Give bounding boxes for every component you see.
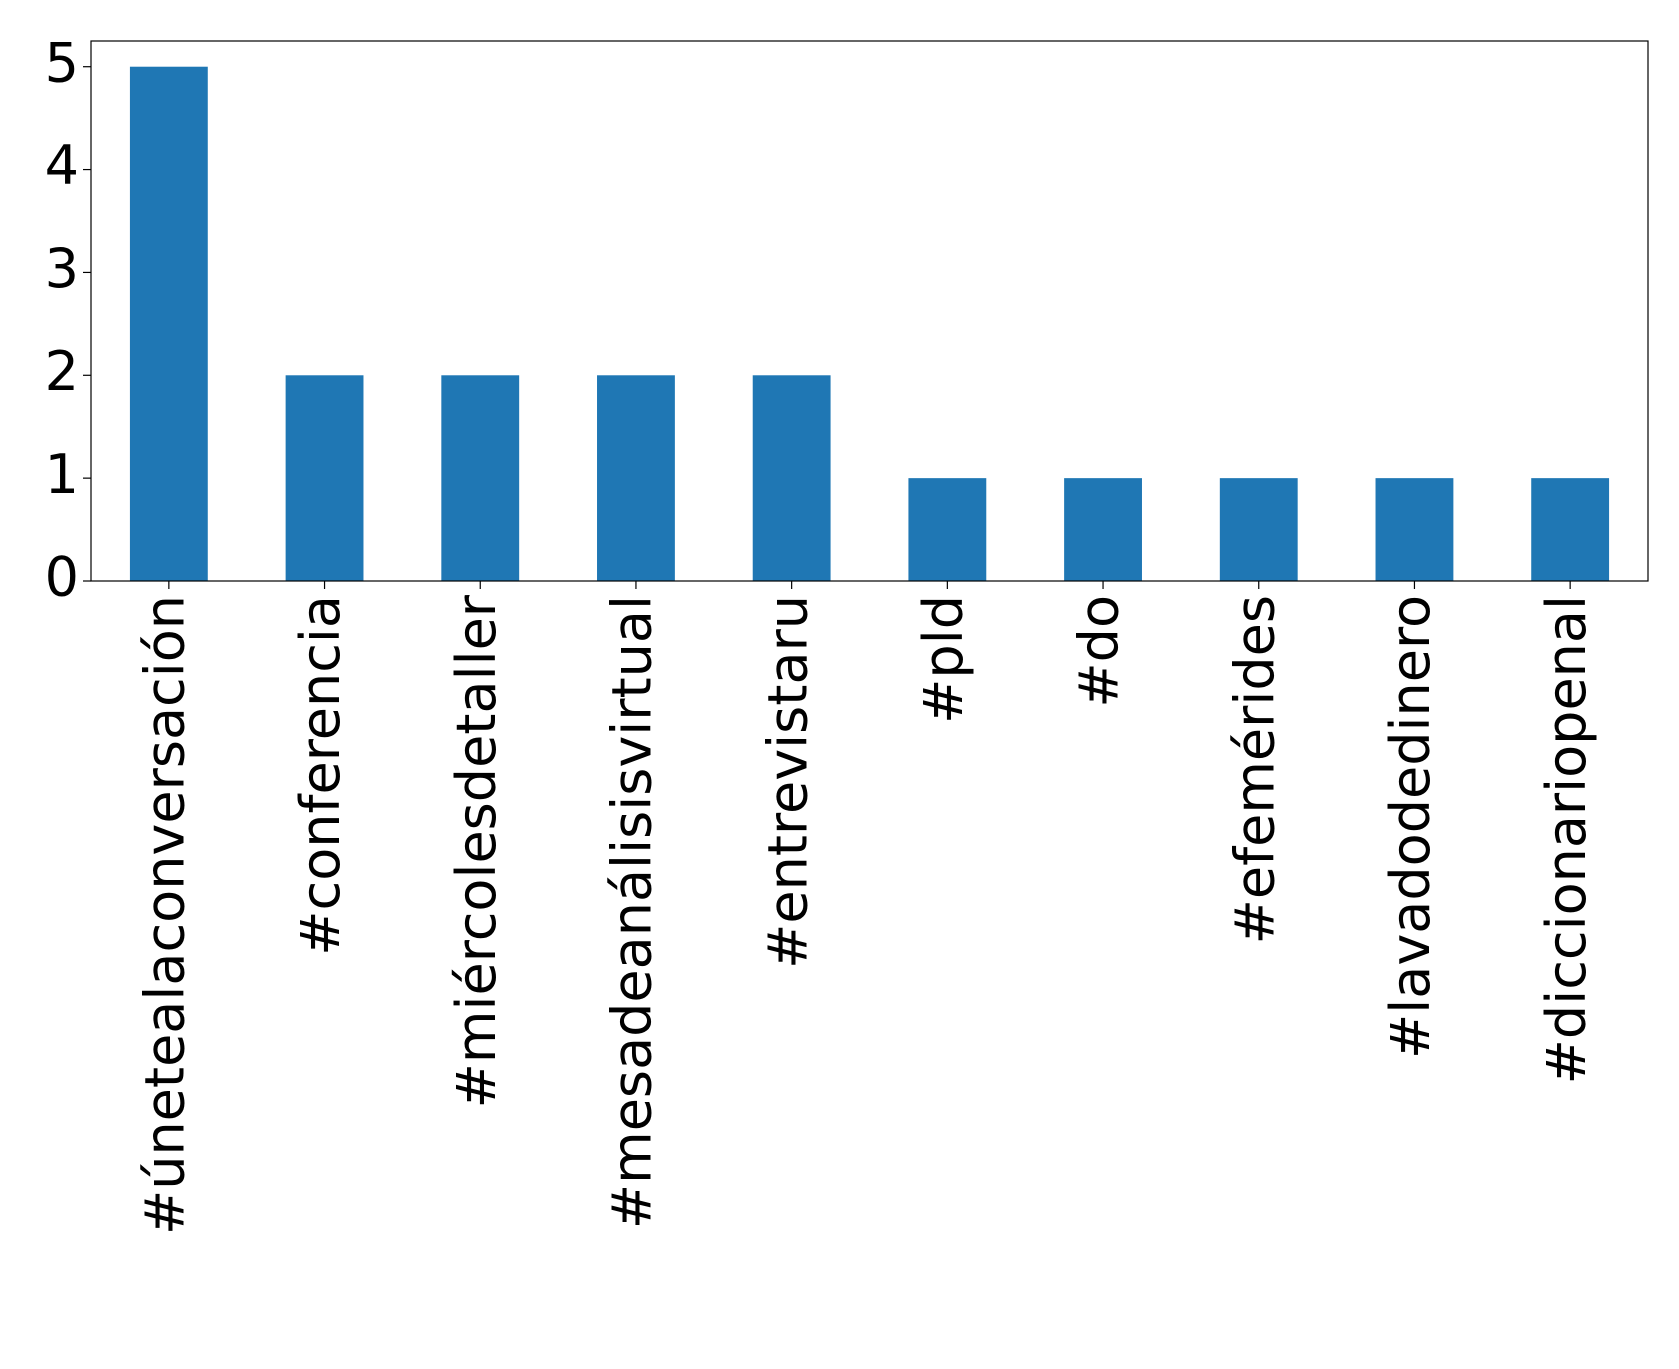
x-tick-label: #miércolesdetaller [445, 594, 508, 1108]
x-tick-label: #diccionariopenal [1535, 595, 1598, 1084]
y-tick-label: 3 [45, 237, 79, 300]
bar [1219, 478, 1298, 581]
x-tick-label: #do [1068, 595, 1131, 708]
x-tick-label: #mesadeanálisisvirtual [601, 595, 664, 1229]
y-tick-label: 2 [45, 340, 79, 403]
y-tick-label: 1 [45, 443, 79, 506]
y-tick-label: 5 [45, 31, 79, 94]
plot-frame [90, 40, 1649, 582]
x-tick-label: #entrevistaru [756, 595, 819, 969]
x-tick-label: #efemérides [1223, 595, 1286, 944]
bar [441, 375, 520, 581]
bar [285, 375, 364, 581]
bar [129, 66, 208, 581]
bar [1531, 478, 1610, 581]
y-tick-label: 0 [45, 546, 79, 609]
bar [1375, 478, 1454, 581]
bar [597, 375, 675, 581]
y-tick-label: 4 [45, 134, 79, 197]
bar [1064, 478, 1142, 581]
x-tick-label: #únetealaconversación [133, 595, 196, 1235]
bar [752, 375, 831, 581]
x-tick-label: #lavadodedinero [1379, 595, 1442, 1059]
x-tick-label: #pld [912, 595, 975, 724]
x-tick-label: #conferencia [289, 595, 352, 956]
bar [908, 478, 987, 581]
